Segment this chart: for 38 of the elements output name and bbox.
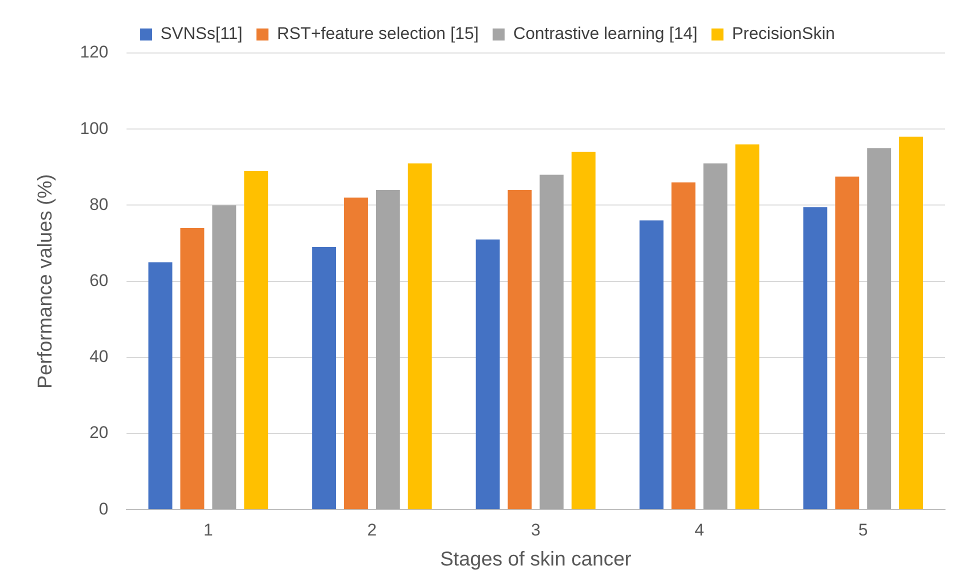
y-tick-label: 120	[80, 42, 108, 62]
legend-label: RST+feature selection [15]	[276, 24, 479, 44]
bar	[508, 190, 532, 510]
bar	[803, 207, 828, 510]
legend-label: Contrastive learning [14]	[513, 24, 698, 44]
x-tick-label: 3	[530, 520, 540, 540]
y-tick-label: 100	[80, 118, 108, 138]
bar	[148, 262, 172, 510]
bar	[476, 239, 500, 510]
x-tick-label: 1	[203, 520, 213, 540]
bar	[671, 182, 696, 510]
bar	[540, 174, 564, 510]
y-tick-label: 40	[89, 347, 108, 366]
bar	[572, 152, 596, 510]
bar	[867, 148, 892, 510]
bar	[212, 205, 236, 510]
legend-label: PrecisionSkin	[732, 24, 835, 44]
bar	[899, 136, 923, 510]
y-tick-label: 60	[89, 270, 108, 290]
y-tick-label: 0	[98, 499, 108, 518]
y-tick-label: 80	[89, 194, 108, 214]
bar	[408, 163, 432, 510]
bar	[703, 163, 728, 510]
bar	[180, 228, 204, 510]
bar	[312, 247, 336, 510]
y-axis-title: Performance values (%)	[34, 174, 57, 389]
bar	[835, 176, 860, 510]
bar	[640, 220, 664, 510]
bar	[376, 190, 400, 510]
y-tick-label: 20	[89, 423, 108, 442]
legend-label: SVNSs[11]	[160, 24, 242, 44]
x-tick-label: 4	[694, 520, 704, 540]
x-tick-label: 2	[367, 520, 377, 540]
x-axis-title: Stages of skin cancer	[440, 548, 632, 571]
bar	[344, 198, 368, 510]
bar	[735, 144, 760, 510]
x-tick-label: 5	[858, 520, 868, 540]
bar	[244, 170, 268, 510]
